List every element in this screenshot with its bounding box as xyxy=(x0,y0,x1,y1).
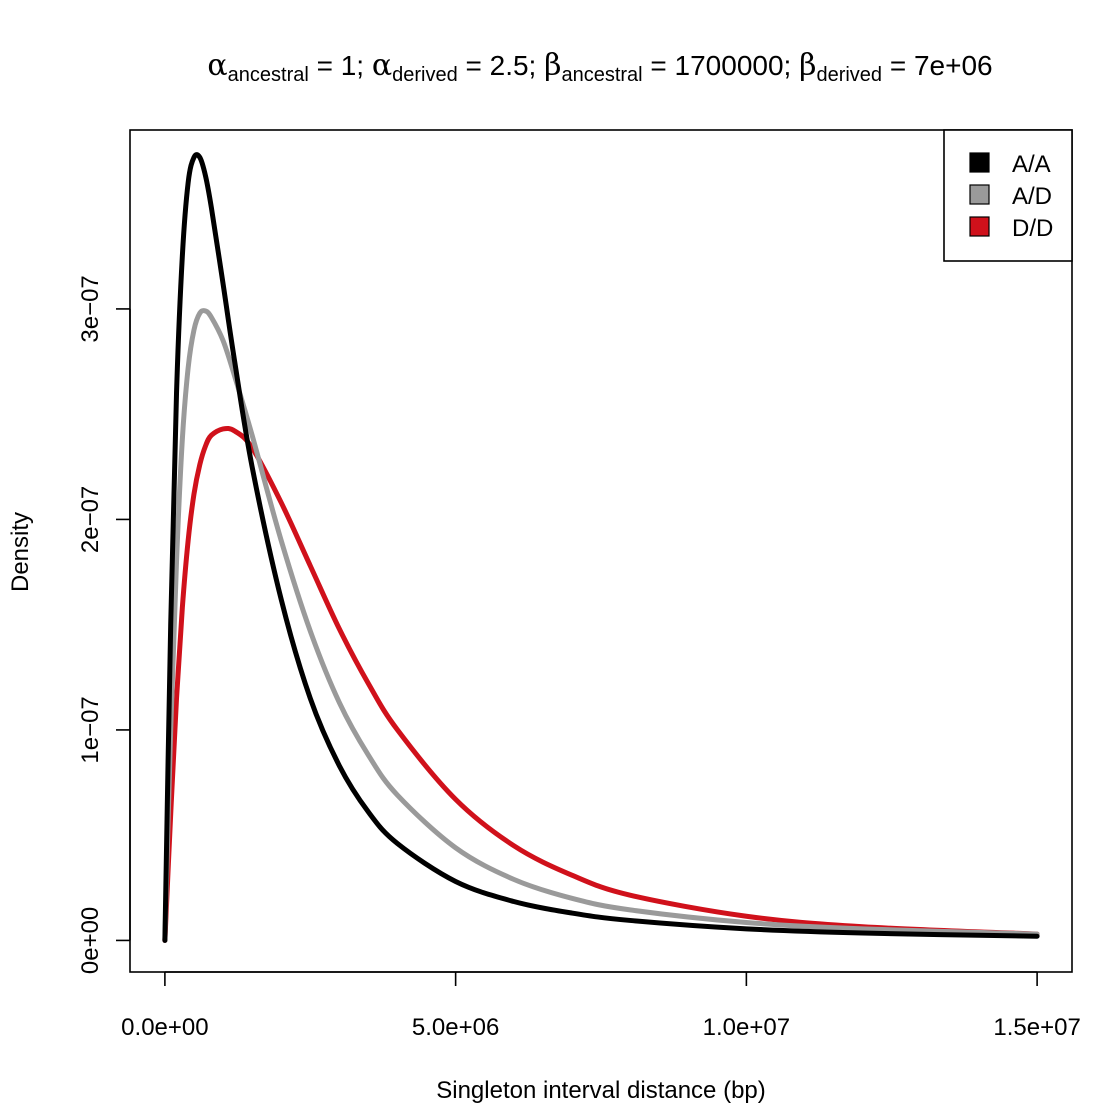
y-tick-label: 0e+00 xyxy=(77,907,104,974)
series-line-a-a xyxy=(162,152,1040,943)
legend-label-a-a: A/A xyxy=(1012,151,1051,178)
legend-box xyxy=(943,129,1073,262)
y-tick-label: 3e−07 xyxy=(77,275,104,342)
legend-label-d-d: D/D xyxy=(1012,215,1053,242)
legend: A/A A/D D/D xyxy=(943,129,1073,262)
legend-swatch-a-d xyxy=(969,184,990,205)
x-tick-label: 1.0e+07 xyxy=(703,1014,790,1041)
x-tick-label: 5.0e+06 xyxy=(412,1014,499,1041)
legend-swatch-d-d xyxy=(969,216,990,237)
legend-swatch-a-a xyxy=(969,152,990,173)
legend-label-a-d: A/D xyxy=(1012,183,1052,210)
series-line-d-d xyxy=(162,425,1040,943)
series-layer xyxy=(162,152,1040,943)
y-axis-label: Density xyxy=(7,512,34,592)
y-tick-label: 1e−07 xyxy=(77,696,104,763)
series-line-a-d xyxy=(162,308,1040,943)
y-axis: 0e+00 1e−07 2e−07 3e−07 xyxy=(77,275,131,974)
x-tick-label: 1.5e+07 xyxy=(993,1014,1080,1041)
x-axis-label: Singleton interval distance (bp) xyxy=(436,1077,766,1104)
y-tick-label: 2e−07 xyxy=(77,486,104,553)
x-tick-label: 0.0e+00 xyxy=(121,1014,208,1041)
chart-title: αancestral = 1; αderived = 2.5; βancestr… xyxy=(207,48,992,86)
x-axis: 0.0e+00 5.0e+06 1.0e+07 1.5e+07 xyxy=(121,971,1081,1041)
